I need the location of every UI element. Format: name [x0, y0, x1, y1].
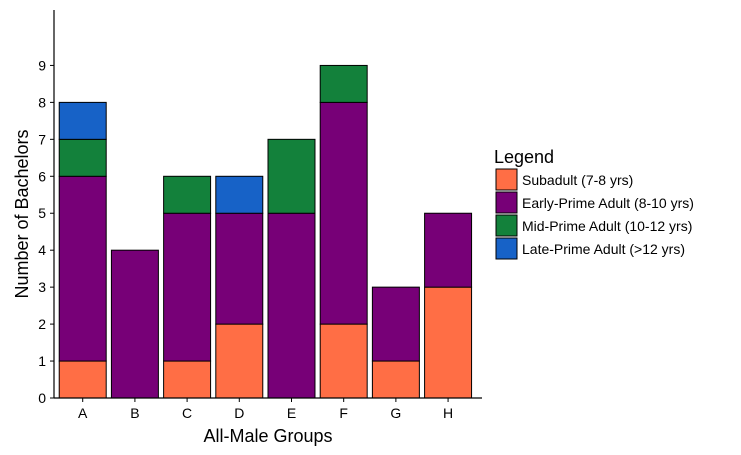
y-ticks: 0 1 2 3 4 5 6 7 8 9	[38, 57, 54, 406]
x-tick-label: C	[182, 405, 192, 421]
y-tick-label: 0	[38, 390, 46, 406]
bar-H-series-1	[424, 212, 473, 288]
x-tick-label: B	[130, 405, 139, 421]
legend-swatch-0	[495, 168, 518, 191]
y-tick-label: 1	[38, 353, 46, 369]
bar-C-series-0	[163, 360, 212, 399]
y-tick-label: 6	[38, 168, 46, 184]
y-tick-label: 2	[38, 316, 46, 332]
legend-swatch-3	[495, 237, 518, 260]
bar-F-series-2	[319, 64, 368, 103]
bar-F-series-0	[319, 323, 368, 399]
x-ticks: A B C D E F G H	[78, 398, 453, 421]
x-tick-label: E	[287, 405, 296, 421]
bar-D-series-3	[215, 175, 264, 214]
bar-A-series-2	[58, 138, 107, 177]
y-tick-label: 8	[38, 94, 46, 110]
x-tick-label: F	[339, 405, 348, 421]
bar-C-series-2	[163, 175, 212, 214]
x-axis-title: All-Male Groups	[203, 426, 332, 446]
bar-E-series-1	[267, 212, 316, 399]
axes-group	[53, 10, 482, 399]
bar-C-series-1	[163, 212, 212, 362]
x-tick-label: H	[443, 405, 453, 421]
legend-label-2: Mid-Prime Adult (10-12 yrs)	[522, 218, 692, 234]
legend-swatch-1	[495, 191, 518, 214]
x-tick-label: D	[234, 405, 244, 421]
bar-A-series-3	[58, 101, 107, 140]
legend-label-0: Subadult (7-8 yrs)	[522, 172, 633, 188]
legend: Legend Subadult (7-8 yrs) Early-Prime Adu…	[494, 147, 694, 260]
x-tick-label: A	[78, 405, 88, 421]
y-tick-label: 3	[38, 279, 46, 295]
bar-E-series-2	[267, 138, 316, 214]
y-tick-label: 5	[38, 205, 46, 221]
bar-A-series-0	[58, 360, 107, 399]
bar-G-series-1	[371, 286, 420, 362]
legend-label-1: Early-Prime Adult (8-10 yrs)	[522, 195, 694, 211]
bars-group	[58, 64, 473, 399]
bar-D-series-0	[215, 323, 264, 399]
legend-swatch-2	[495, 214, 518, 237]
bar-G-series-0	[371, 360, 420, 399]
y-tick-label: 7	[38, 131, 46, 147]
bar-D-series-1	[215, 212, 264, 325]
bar-A-series-1	[58, 175, 107, 362]
y-tick-label: 4	[38, 242, 46, 258]
x-tick-label: G	[390, 405, 401, 421]
bar-H-series-0	[424, 286, 473, 399]
y-tick-label: 9	[38, 57, 46, 73]
legend-label-3: Late-Prime Adult (>12 yrs)	[522, 241, 685, 257]
legend-title: Legend	[494, 147, 554, 167]
bar-B-series-1	[110, 249, 159, 399]
bar-F-series-1	[319, 101, 368, 325]
legend-items: Subadult (7-8 yrs) Early-Prime Adult (8-1…	[495, 168, 694, 260]
y-axis-title: Number of Bachelors	[12, 129, 32, 298]
